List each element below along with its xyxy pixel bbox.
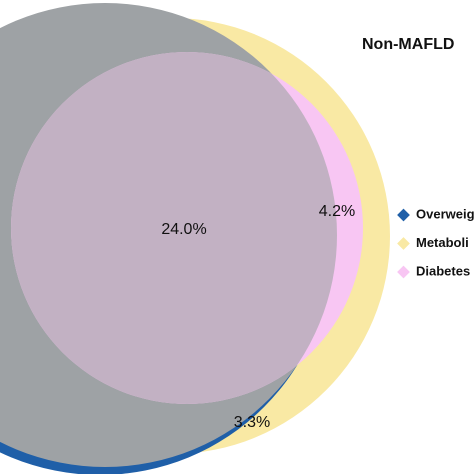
legend-marker: [397, 208, 410, 222]
legend: Overweig Metaboli Diabetes: [397, 206, 474, 278]
legend-label: Metaboli: [416, 235, 469, 250]
region-label: 3.3%: [234, 414, 270, 431]
title: Non-MAFLD: [362, 36, 454, 53]
legend-marker: [397, 237, 410, 250]
region-label: 24.0%: [161, 221, 206, 238]
region-label: 4.2%: [319, 203, 355, 220]
legend-label: Diabetes: [416, 263, 470, 278]
legend-marker: [397, 265, 410, 279]
legend-label: Overweig: [416, 206, 474, 221]
diabetes-overlap: [11, 52, 337, 404]
